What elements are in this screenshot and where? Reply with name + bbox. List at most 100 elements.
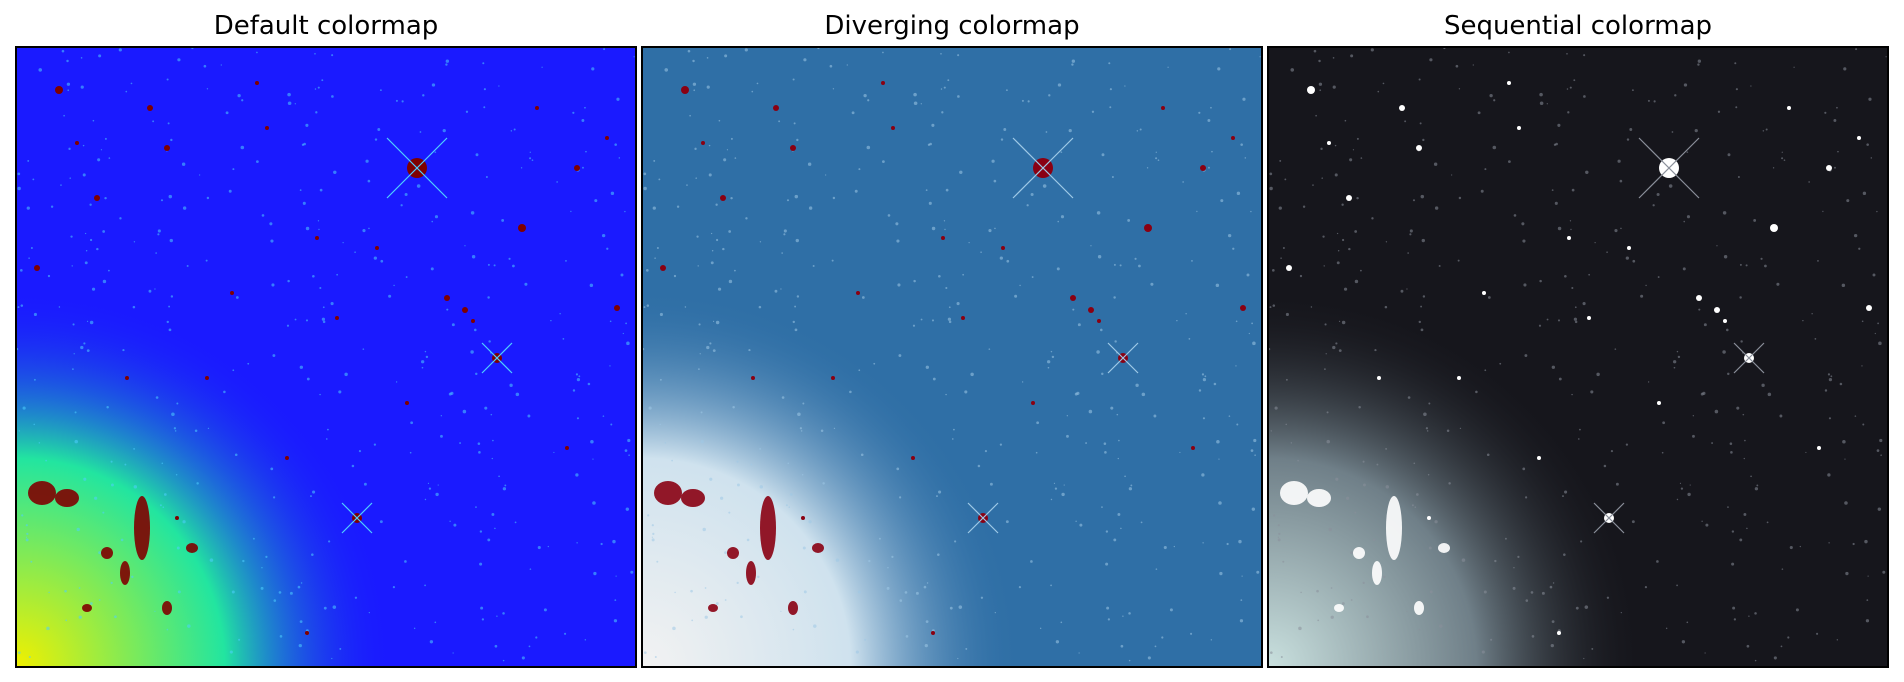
noise-speck: [377, 128, 381, 131]
noise-speck: [491, 457, 494, 460]
noise-speck: [614, 599, 617, 602]
noise-speck: [1814, 338, 1817, 340]
noise-speck: [30, 246, 33, 250]
noise-speck: [1139, 128, 1142, 131]
noise-speck: [1746, 644, 1750, 648]
noise-speck: [1615, 482, 1619, 486]
noise-speck: [1524, 354, 1528, 357]
nebula-knot: [1372, 561, 1382, 585]
noise-speck: [820, 429, 824, 433]
noise-speck: [686, 184, 688, 186]
noise-speck: [684, 306, 687, 308]
nebula-knot: [1334, 604, 1344, 612]
noise-speck: [748, 348, 751, 352]
noise-speck: [925, 620, 929, 624]
noise-speck: [1853, 233, 1858, 238]
noise-speck: [404, 560, 407, 563]
noise-speck: [1277, 538, 1281, 542]
noise-speck: [593, 571, 597, 576]
noise-speck: [1508, 160, 1511, 164]
noise-speck: [1210, 106, 1212, 109]
noise-speck: [1077, 323, 1081, 327]
noise-speck: [261, 567, 263, 569]
star: [773, 105, 779, 111]
noise-speck: [1105, 562, 1109, 566]
noise-speck: [1352, 149, 1355, 151]
noise-speck: [1686, 621, 1689, 624]
noise-speck: [17, 172, 21, 176]
noise-speck: [1766, 521, 1769, 524]
noise-speck: [601, 233, 606, 238]
noise-speck: [1697, 59, 1702, 63]
nebula-knot: [28, 481, 56, 505]
noise-speck: [1116, 413, 1119, 416]
noise-speck: [1429, 590, 1433, 594]
noise-speck: [480, 606, 484, 610]
noise-speck: [1521, 222, 1525, 226]
noise-speck: [1631, 520, 1635, 524]
noise-speck: [1552, 582, 1555, 584]
noise-speck: [174, 430, 177, 432]
noise-speck: [1317, 619, 1320, 622]
noise-speck: [1610, 450, 1614, 453]
noise-speck: [602, 415, 605, 417]
noise-speck: [1204, 375, 1207, 378]
star: [255, 81, 259, 85]
galaxy-glow: [17, 48, 635, 666]
noise-speck: [502, 612, 505, 615]
noise-speck: [625, 322, 627, 325]
noise-speck: [866, 145, 871, 150]
noise-speck: [652, 206, 656, 210]
star: [1346, 195, 1352, 201]
noise-speck: [730, 196, 733, 200]
noise-speck: [1731, 530, 1735, 533]
noise-speck: [1418, 628, 1421, 631]
noise-speck: [578, 375, 581, 378]
noise-speck: [1346, 496, 1350, 500]
noise-speck: [1692, 434, 1695, 438]
noise-speck: [270, 239, 274, 243]
noise-speck: [17, 347, 19, 351]
noise-speck: [1569, 220, 1572, 222]
noise-speck: [82, 173, 86, 177]
noise-speck: [1320, 147, 1323, 150]
noise-speck: [1682, 267, 1686, 271]
noise-speck: [442, 128, 446, 133]
noise-speck: [1740, 340, 1743, 343]
noise-speck: [84, 261, 88, 265]
noise-speck: [1215, 283, 1220, 288]
noise-speck: [1117, 457, 1120, 460]
star: [1070, 295, 1076, 301]
noise-speck: [789, 493, 793, 496]
noise-speck: [1508, 51, 1510, 54]
noise-speck: [1277, 524, 1280, 527]
noise-speck: [131, 575, 134, 579]
noise-speck: [33, 378, 36, 381]
diffraction-spike: [1733, 342, 1765, 374]
noise-speck: [899, 599, 903, 602]
noise-speck: [453, 523, 457, 527]
noise-speck: [100, 149, 103, 151]
noise-speck: [1754, 612, 1757, 615]
noise-speck: [796, 138, 799, 142]
noise-speck: [1269, 172, 1273, 176]
noise-speck: [1551, 365, 1556, 369]
noise-speck: [1555, 142, 1558, 146]
noise-speck: [920, 103, 922, 105]
noise-speck: [1130, 484, 1133, 487]
noise-speck: [504, 484, 507, 487]
astronomy-image-default: [15, 46, 637, 668]
noise-speck: [479, 562, 483, 566]
noise-speck: [1056, 267, 1060, 271]
noise-speck: [152, 120, 155, 123]
noise-speck: [913, 92, 917, 97]
noise-speck: [1414, 506, 1417, 508]
noise-speck: [422, 94, 425, 97]
noise-speck: [570, 210, 572, 213]
noise-speck: [1300, 591, 1302, 594]
noise-speck: [1147, 656, 1151, 660]
noise-speck: [712, 320, 715, 322]
noise-speck: [1188, 338, 1191, 340]
panel-title: Default colormap: [213, 11, 439, 41]
noise-speck: [509, 383, 513, 387]
